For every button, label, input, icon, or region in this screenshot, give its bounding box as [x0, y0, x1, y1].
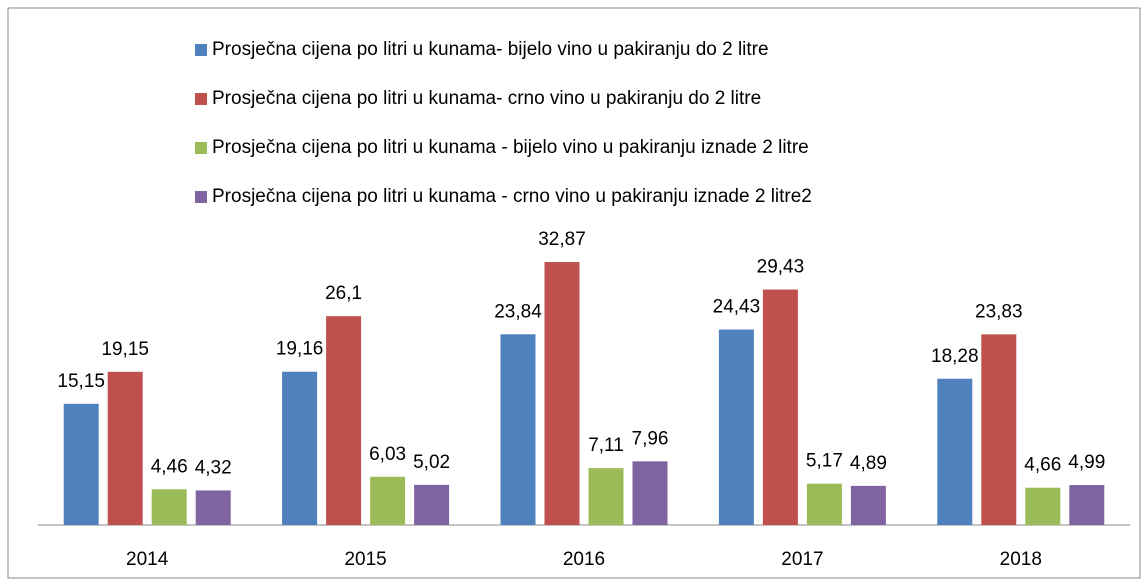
bar [151, 489, 187, 525]
legend-label: Prosječna cijena po litri u kunama - crn… [212, 186, 812, 207]
bar [63, 403, 99, 525]
data-label: 19,16 [276, 339, 324, 360]
data-label: 23,83 [975, 301, 1023, 322]
bar [632, 461, 668, 525]
data-label: 5,02 [413, 452, 450, 473]
legend-swatch [195, 142, 207, 154]
bar [282, 371, 318, 525]
bar [195, 490, 231, 525]
data-label: 4,32 [195, 457, 232, 478]
data-label: 15,15 [57, 371, 105, 392]
data-label: 4,46 [151, 456, 188, 477]
legend-label: Prosječna cijena po litri u kunama - bij… [212, 137, 809, 158]
data-label: 7,11 [588, 435, 624, 456]
data-label: 4,99 [1068, 452, 1105, 473]
data-label: 23,84 [494, 301, 542, 322]
bar [414, 484, 450, 525]
data-label: 4,66 [1024, 455, 1061, 476]
data-label: 5,17 [806, 451, 843, 472]
bar [370, 476, 406, 525]
data-label: 29,43 [757, 257, 805, 278]
bar [718, 329, 754, 525]
data-label: 6,03 [369, 444, 406, 465]
bar [981, 334, 1017, 525]
legend-swatch [195, 93, 207, 105]
x-tick-label: 2015 [344, 549, 386, 570]
x-tick-label: 2016 [563, 549, 605, 570]
legend-label: Prosječna cijena po litri u kunama- bije… [212, 39, 769, 60]
bar [1025, 487, 1061, 525]
data-label: 18,28 [931, 346, 979, 367]
bar [544, 262, 580, 525]
bar [937, 378, 973, 525]
bar [1069, 485, 1105, 525]
bar [850, 485, 886, 525]
data-label: 7,96 [632, 428, 669, 449]
x-tick-label: 2014 [126, 549, 169, 570]
bar [806, 483, 842, 525]
data-label: 26,1 [325, 283, 362, 304]
data-label: 19,15 [101, 339, 149, 360]
data-label: 4,89 [850, 453, 887, 474]
data-label: 32,87 [538, 229, 586, 250]
x-tick-label: 2018 [1000, 549, 1042, 570]
data-label: 24,43 [713, 297, 761, 318]
bar [326, 316, 362, 525]
bar [107, 371, 143, 525]
legend-swatch [195, 191, 207, 203]
bar [588, 468, 624, 525]
bar [762, 289, 798, 525]
x-tick-label: 2017 [781, 549, 823, 570]
legend-swatch [195, 44, 207, 56]
bar [500, 334, 536, 525]
legend-label: Prosječna cijena po litri u kunama- crno… [212, 88, 761, 109]
